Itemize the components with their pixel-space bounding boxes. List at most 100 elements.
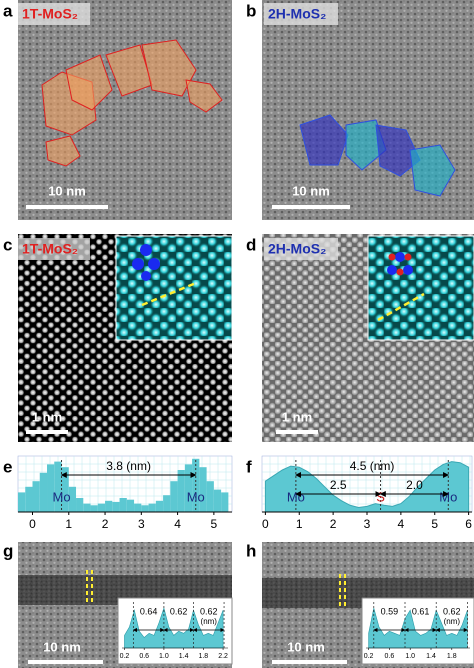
x-tick-label: 3 xyxy=(138,517,145,531)
profile-bar xyxy=(112,501,120,512)
profile-bar xyxy=(213,489,222,512)
label-box xyxy=(264,3,338,25)
label-box xyxy=(18,238,90,260)
profile-bar xyxy=(170,481,178,512)
scale-bar-label: 10 nm xyxy=(287,639,325,654)
scale-bar-label: 1 nm xyxy=(32,409,62,424)
x-tick-label: 0 xyxy=(29,517,36,531)
x-tick-label: 1.8 xyxy=(447,653,457,660)
profile-line xyxy=(377,292,425,322)
scale-bar-label: 1 nm xyxy=(282,409,312,424)
x-tick-label: 0.6 xyxy=(139,653,149,660)
profile-bar xyxy=(141,505,149,512)
panel-letter: e xyxy=(3,457,12,476)
profile-bar xyxy=(155,500,164,512)
x-tick-label: 1 xyxy=(296,517,303,531)
x-tick-label: 0.2 xyxy=(364,653,374,660)
unit-label: (nm) xyxy=(444,617,461,626)
atom-label: Mo xyxy=(187,489,205,504)
profile-bar xyxy=(221,492,229,512)
simulation-inset xyxy=(115,235,233,341)
profile-bar xyxy=(163,495,171,512)
x-tick-label: 0 xyxy=(262,517,269,531)
profile-bar xyxy=(97,503,106,512)
distance-label: 2.5 xyxy=(330,478,347,492)
domain-overlay xyxy=(41,39,223,167)
domain-overlay xyxy=(299,114,456,197)
atom-model xyxy=(387,252,413,276)
x-tick-label: 5 xyxy=(431,517,438,531)
scale-bar-label: 10 nm xyxy=(48,183,86,198)
label-box xyxy=(18,3,90,25)
panel-label: 2H-MoS₂ xyxy=(268,241,326,257)
profile-bar xyxy=(83,503,91,512)
profile-bar xyxy=(32,481,40,512)
profile-bar xyxy=(61,467,69,512)
x-tick-label: 4 xyxy=(398,517,405,531)
atom-label: Mo xyxy=(287,489,305,504)
panel-label: 1T-MoS₂ xyxy=(22,6,78,22)
x-tick-label: 2.2 xyxy=(218,653,228,660)
x-tick-label: 2 xyxy=(102,517,109,531)
x-tick-label: 0.6 xyxy=(385,653,395,660)
x-tick-label: 1.4 xyxy=(179,653,189,660)
profile-bar xyxy=(184,464,193,512)
x-tick-label: 1.0 xyxy=(159,653,169,660)
x-tick-label: 1.0 xyxy=(405,653,415,660)
panel-letter: d xyxy=(246,235,256,254)
profile-bar xyxy=(90,505,98,512)
atom-label: Mo xyxy=(439,489,457,504)
panel-letter: b xyxy=(246,1,256,20)
atom-label: S xyxy=(376,489,385,504)
x-tick-label: 4 xyxy=(174,517,181,531)
profile-bar xyxy=(68,486,77,512)
spacing-label: 0.62 xyxy=(200,606,218,616)
profile-bar xyxy=(177,470,185,512)
profile-bar xyxy=(105,500,113,512)
spacing-label: 0.61 xyxy=(412,606,430,616)
panel-letter: a xyxy=(3,1,13,20)
profile-bar xyxy=(199,467,207,512)
spacing-label: 0.62 xyxy=(170,606,188,616)
profile-bar xyxy=(134,503,142,512)
panel-letter: h xyxy=(246,541,256,560)
spacing-label: 0.64 xyxy=(140,606,158,616)
atom-label: Mo xyxy=(52,489,70,504)
inset-profile xyxy=(368,608,468,649)
profile-bar xyxy=(25,486,33,512)
x-tick-label: 6 xyxy=(465,517,472,531)
simulation-inset xyxy=(367,235,474,341)
x-tick-label: 0.2 xyxy=(120,653,130,660)
profile-area xyxy=(264,461,470,513)
x-tick-label: 1.4 xyxy=(426,653,436,660)
panel-label: 1T-MoS₂ xyxy=(22,241,78,257)
distance-label: 4.5 (nm) xyxy=(350,459,395,473)
distance-label: 2.0 xyxy=(406,478,423,492)
x-tick-label: 3 xyxy=(364,517,371,531)
panel-letter: c xyxy=(3,235,12,254)
panel-label: 2H-MoS₂ xyxy=(268,6,326,22)
inset-profile xyxy=(124,607,224,649)
unit-label: (nm) xyxy=(201,617,218,626)
profile-bar xyxy=(18,492,26,512)
x-tick-label: 2 xyxy=(330,517,337,531)
panel-letter: f xyxy=(246,457,252,476)
profile-bar xyxy=(206,481,214,512)
profile-bar xyxy=(39,472,48,512)
x-tick-label: 1.8 xyxy=(198,653,208,660)
x-tick-label: 1 xyxy=(65,517,72,531)
profile-bar xyxy=(148,503,156,512)
profile-bar xyxy=(119,498,127,512)
spacing-label: 0.62 xyxy=(443,606,461,616)
scale-bar-label: 10 nm xyxy=(292,183,330,198)
distance-label: 3.8 (nm) xyxy=(106,459,151,473)
label-box xyxy=(264,238,338,260)
scale-bar-label: 10 nm xyxy=(43,639,81,654)
panel-letter: g xyxy=(3,541,13,560)
atom-model xyxy=(132,244,160,281)
profile-bar xyxy=(76,498,84,512)
spacing-label: 0.59 xyxy=(381,606,399,616)
profile-bar xyxy=(126,499,135,512)
profile-bar xyxy=(47,464,55,512)
